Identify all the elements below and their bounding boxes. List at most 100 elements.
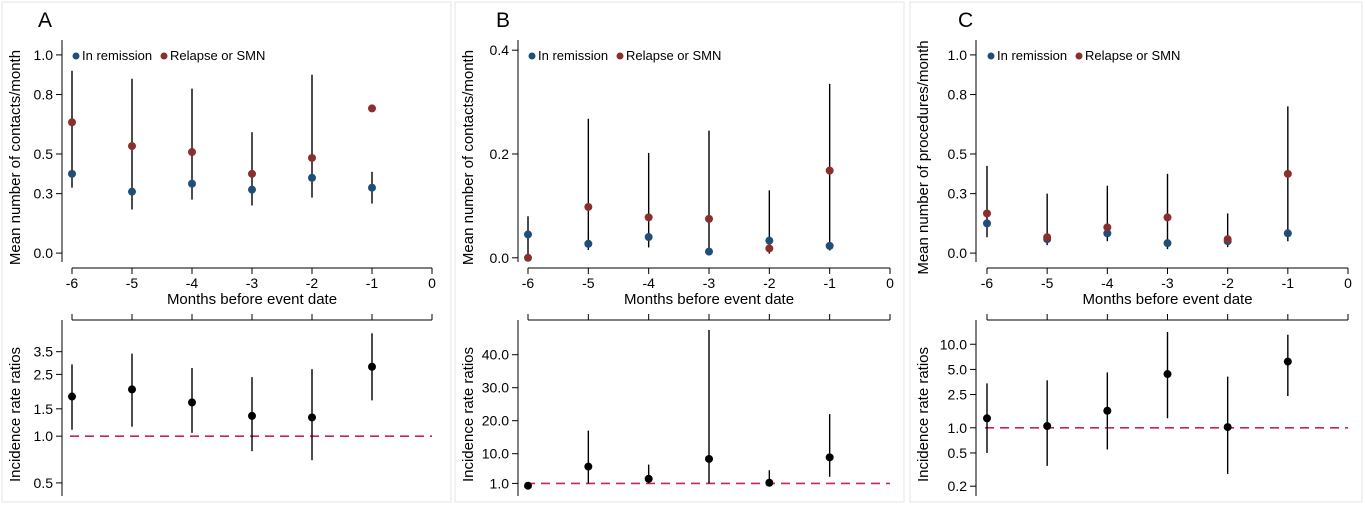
irr-point bbox=[128, 385, 136, 394]
y-tick-label-bottom: 1.0 bbox=[490, 475, 510, 491]
x-axis-title: Months before event date bbox=[1082, 291, 1252, 308]
y-tick-label: 0.8 bbox=[34, 87, 54, 103]
legend-marker-in-remission bbox=[72, 52, 80, 60]
irr-point bbox=[308, 413, 316, 422]
x-tick-label: -1 bbox=[823, 275, 836, 291]
point-relapse bbox=[584, 202, 593, 211]
panel-letter: C bbox=[958, 9, 973, 32]
irr-point bbox=[1163, 370, 1172, 379]
x-axis-title: Months before event date bbox=[167, 291, 337, 308]
point-in-remission bbox=[1283, 229, 1292, 238]
irr-point bbox=[1043, 422, 1052, 431]
point-in-remission bbox=[128, 187, 136, 196]
y-tick-label-bottom: 3.5 bbox=[34, 344, 54, 360]
y-tick-label: 0.5 bbox=[34, 146, 54, 162]
y-axis-title: Mean number of procedures/month bbox=[915, 40, 932, 274]
y-tick-label: 0.8 bbox=[948, 87, 968, 103]
x-tick-label: -4 bbox=[1101, 275, 1114, 291]
x-tick-label: -1 bbox=[366, 275, 379, 291]
y-axis-title: Mean number of contacts/month bbox=[460, 50, 477, 265]
y-tick-label-bottom: 1.0 bbox=[948, 420, 968, 436]
y-tick-label: 0.0 bbox=[34, 245, 54, 261]
x-tick-label: -6 bbox=[981, 275, 994, 291]
y-axis-title-bottom: Incidence rate ratios bbox=[460, 347, 477, 482]
irr-point bbox=[188, 398, 196, 407]
point-relapse bbox=[1163, 213, 1172, 222]
irr-point bbox=[983, 414, 991, 423]
y-tick-label-bottom: 10.0 bbox=[482, 446, 509, 462]
y-tick-label-bottom: 20.0 bbox=[482, 413, 509, 429]
point-in-remission bbox=[705, 247, 713, 256]
x-tick-label: -5 bbox=[126, 275, 139, 291]
y-axis-title-bottom: Incidence rate ratios bbox=[7, 347, 24, 482]
legend-label-relapse: Relapse or SMN bbox=[1085, 48, 1180, 63]
legend-marker-relapse bbox=[616, 52, 624, 60]
panel-letter: A bbox=[38, 9, 52, 32]
y-tick-label-bottom: 40.0 bbox=[482, 347, 509, 363]
legend-label-in-remission: In remission bbox=[538, 48, 608, 63]
y-tick-label-bottom: 2.5 bbox=[948, 387, 968, 403]
point-in-remission bbox=[308, 173, 316, 182]
y-tick-label-bottom: 5.0 bbox=[948, 361, 968, 377]
point-relapse bbox=[983, 209, 991, 218]
point-relapse bbox=[128, 142, 136, 151]
x-tick-label: 0 bbox=[1344, 275, 1352, 291]
x-tick-label: -2 bbox=[1221, 275, 1234, 291]
x-tick-label: -3 bbox=[246, 275, 259, 291]
point-in-remission bbox=[644, 233, 653, 242]
panel-frame bbox=[454, 1, 905, 503]
point-relapse bbox=[1283, 169, 1292, 178]
legend-label-relapse: Relapse or SMN bbox=[626, 48, 721, 63]
point-relapse bbox=[644, 213, 653, 222]
y-tick-label: 0.5 bbox=[948, 146, 968, 162]
point-relapse bbox=[308, 153, 316, 162]
panel-B: B 0.0 0.2 0.4 -6 -5 -4 -3 -2 -1 0 Months before eve… bbox=[454, 1, 905, 503]
point-relapse bbox=[705, 214, 713, 223]
legend-marker-in-remission bbox=[528, 52, 536, 60]
x-tick-label: -2 bbox=[306, 275, 319, 291]
x-tick-label: 0 bbox=[428, 275, 436, 291]
point-in-remission bbox=[765, 236, 774, 245]
y-tick-label: 1.0 bbox=[34, 47, 54, 63]
point-relapse bbox=[1103, 223, 1112, 232]
x-tick-label: -3 bbox=[1161, 275, 1174, 291]
irr-point bbox=[825, 453, 834, 462]
irr-point bbox=[765, 478, 774, 487]
y-tick-label-bottom: 30.0 bbox=[482, 380, 509, 396]
panel-A: A 0.0 0.3 0.5 0.8 1.0 -6 -5 -4 -3 -2 -1 0 Months befo… bbox=[1, 1, 452, 503]
point-relapse bbox=[248, 169, 256, 178]
x-tick-label: -5 bbox=[1041, 275, 1054, 291]
point-relapse bbox=[68, 118, 76, 127]
point-relapse bbox=[1043, 233, 1052, 242]
point-in-remission bbox=[368, 183, 376, 192]
y-tick-label-bottom: 0.5 bbox=[34, 475, 54, 491]
x-tick-label: -4 bbox=[642, 275, 655, 291]
point-in-remission bbox=[1163, 239, 1172, 248]
irr-point bbox=[248, 411, 256, 420]
point-in-remission bbox=[1103, 229, 1112, 238]
panel-frame bbox=[1, 1, 452, 503]
irr-point bbox=[68, 392, 76, 401]
y-tick-label-bottom: 0.2 bbox=[948, 478, 968, 494]
point-in-remission bbox=[68, 169, 76, 178]
panel-letter: B bbox=[496, 9, 510, 32]
irr-point bbox=[524, 481, 532, 490]
irr-point bbox=[705, 454, 713, 463]
x-tick-label: -6 bbox=[66, 275, 79, 291]
y-tick-label: 0.3 bbox=[34, 186, 54, 202]
point-in-remission bbox=[248, 185, 256, 194]
y-tick-label: 1.0 bbox=[948, 47, 968, 63]
y-tick-label: 0.2 bbox=[490, 146, 510, 162]
point-relapse bbox=[188, 148, 196, 157]
x-tick-label: 0 bbox=[886, 275, 894, 291]
y-tick-label-bottom: 10.0 bbox=[940, 336, 967, 352]
x-tick-label: -6 bbox=[522, 275, 535, 291]
x-tick-label: -4 bbox=[186, 275, 199, 291]
y-axis-title: Mean number of contacts/month bbox=[7, 50, 24, 265]
x-tick-label: -2 bbox=[763, 275, 776, 291]
point-relapse bbox=[765, 244, 774, 253]
point-relapse bbox=[1223, 235, 1232, 244]
irr-point bbox=[368, 362, 376, 371]
y-tick-label-bottom: 0.5 bbox=[948, 445, 968, 461]
